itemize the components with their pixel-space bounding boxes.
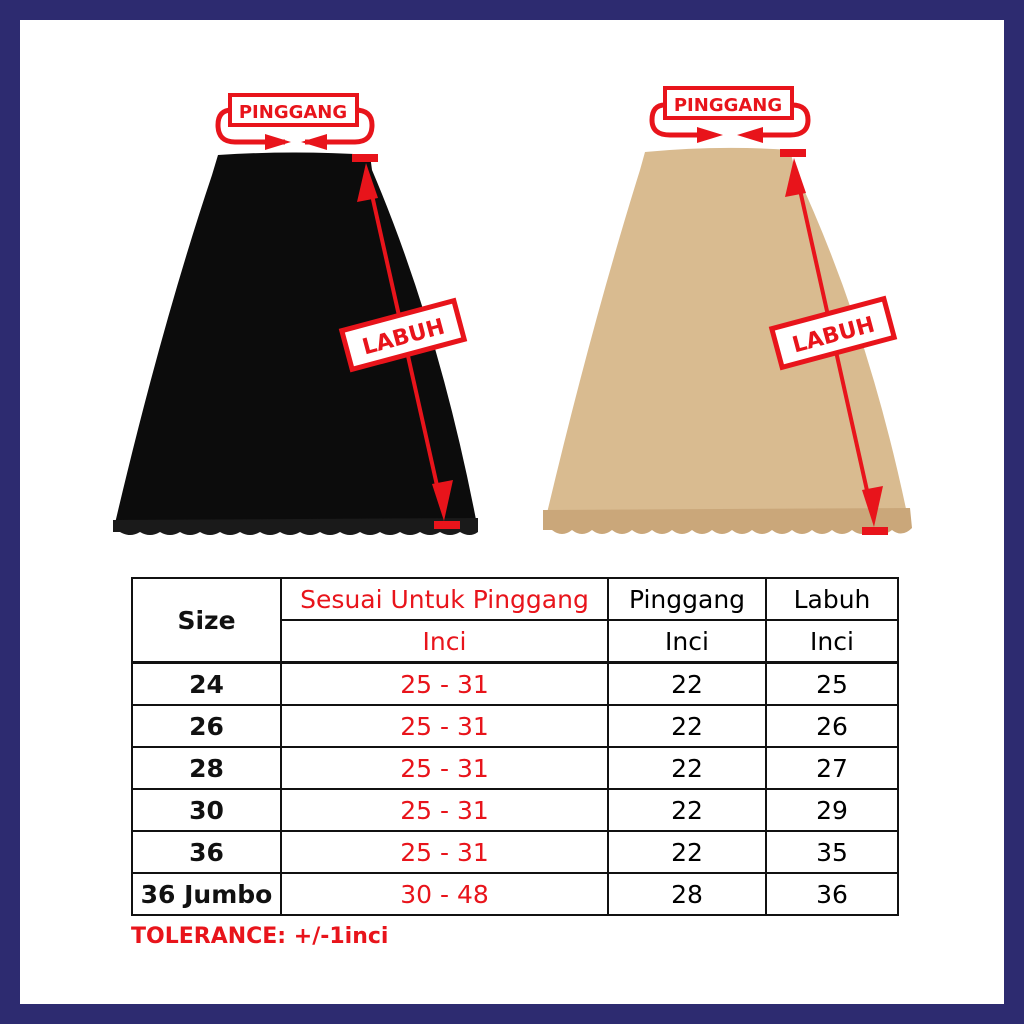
cell-fit: 25 - 31 bbox=[280, 746, 609, 790]
cell-length: 25 bbox=[765, 661, 899, 706]
cell-fit: 25 - 31 bbox=[280, 830, 609, 874]
cell-length: 36 bbox=[765, 872, 899, 916]
waist-indicator-black: PINGGANG bbox=[215, 93, 375, 150]
unit-waist: Inci bbox=[607, 619, 767, 664]
cell-length: 27 bbox=[765, 746, 899, 790]
table-row: 36 Jumbo 30 - 48 28 36 bbox=[131, 872, 899, 916]
black-skirt bbox=[113, 152, 478, 535]
header-size: Size bbox=[131, 577, 282, 664]
unit-length: Inci bbox=[765, 619, 899, 664]
table-row: 26 25 - 31 22 26 bbox=[131, 704, 899, 748]
size-table: Size Sesuai Untuk Pinggang Pinggang Labu… bbox=[131, 577, 899, 916]
header-fit-waist: Sesuai Untuk Pinggang bbox=[280, 577, 609, 621]
cell-waist: 22 bbox=[607, 830, 767, 874]
header-length: Labuh bbox=[765, 577, 899, 621]
cell-waist: 28 bbox=[607, 872, 767, 916]
table-row: 24 25 - 31 22 25 bbox=[131, 661, 899, 706]
cell-fit: 25 - 31 bbox=[280, 661, 609, 706]
length-indicator-black: LABUH bbox=[338, 154, 468, 529]
beige-skirt bbox=[543, 147, 912, 534]
cell-size: 26 bbox=[131, 704, 282, 748]
waist-label: PINGGANG bbox=[674, 95, 782, 116]
tolerance-note: TOLERANCE: +/-1inci bbox=[131, 924, 389, 949]
cell-size: 24 bbox=[131, 661, 282, 706]
cell-size: 30 bbox=[131, 788, 282, 832]
table-row: 36 25 - 31 22 35 bbox=[131, 830, 899, 874]
cell-fit: 25 - 31 bbox=[280, 704, 609, 748]
table-row: 30 25 - 31 22 29 bbox=[131, 788, 899, 832]
cell-fit: 25 - 31 bbox=[280, 788, 609, 832]
cell-size: 36 Jumbo bbox=[131, 872, 282, 916]
header-waist: Pinggang bbox=[607, 577, 767, 621]
waist-label: PINGGANG bbox=[239, 102, 347, 123]
cell-length: 26 bbox=[765, 704, 899, 748]
cell-waist: 22 bbox=[607, 661, 767, 706]
waist-indicator-beige: PINGGANG bbox=[649, 86, 811, 143]
cell-size: 28 bbox=[131, 746, 282, 790]
cell-length: 29 bbox=[765, 788, 899, 832]
cell-waist: 22 bbox=[607, 746, 767, 790]
cell-waist: 22 bbox=[607, 788, 767, 832]
cell-fit: 30 - 48 bbox=[280, 872, 609, 916]
cell-length: 35 bbox=[765, 830, 899, 874]
cell-waist: 22 bbox=[607, 704, 767, 748]
cell-size: 36 bbox=[131, 830, 282, 874]
table-row: 28 25 - 31 22 27 bbox=[131, 746, 899, 790]
unit-fit: Inci bbox=[280, 619, 609, 664]
